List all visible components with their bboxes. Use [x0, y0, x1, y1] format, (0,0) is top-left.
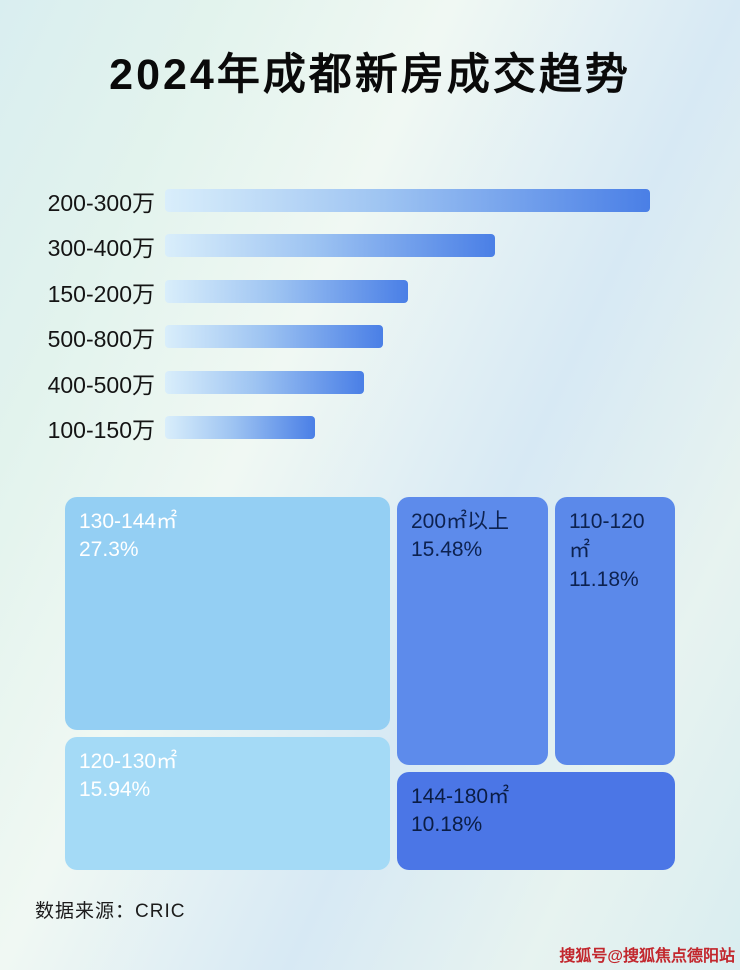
data-source-label: 数据来源：CRIC — [35, 901, 186, 922]
treemap-block-label: 144-180㎡ — [411, 785, 510, 808]
bar-row: 150-200万 — [0, 279, 408, 307]
treemap-block-130-144: 130-144㎡ 27.3% — [65, 497, 390, 730]
bar-category-label: 400-500万 — [47, 371, 155, 398]
bar — [165, 189, 650, 212]
treemap-chart: 130-144㎡ 27.3% 200㎡以上 15.48% 110-120㎡ 11… — [65, 497, 675, 870]
bar — [165, 416, 315, 439]
bar-category-label: 300-400万 — [47, 234, 155, 261]
treemap-block-value: 27.3% — [79, 538, 139, 562]
watermark-text: 搜狐号@搜狐焦点德阳站 — [559, 948, 735, 965]
treemap-block-value: 10.18% — [411, 813, 483, 837]
treemap-block-label: 110-120㎡ — [569, 510, 645, 563]
treemap-block-value: 15.94% — [79, 778, 151, 802]
treemap-block-110-120: 110-120㎡ 11.18% — [555, 497, 675, 765]
treemap-block-label: 120-130㎡ — [79, 750, 178, 773]
bar-row: 200-300万 — [0, 188, 650, 216]
treemap-block-value: 11.18% — [569, 567, 639, 591]
bar-category-label: 500-800万 — [47, 325, 155, 352]
treemap-block-200-plus: 200㎡以上 15.48% — [397, 497, 548, 765]
bar-row: 500-800万 — [0, 324, 383, 352]
bar-category-label: 200-300万 — [47, 189, 155, 216]
treemap-block-value: 15.48% — [411, 538, 483, 562]
treemap-block-120-130: 120-130㎡ 15.94% — [65, 737, 390, 870]
bar — [165, 371, 364, 394]
bar-category-label: 150-200万 — [47, 280, 155, 307]
treemap-block-label: 200㎡以上 — [411, 510, 510, 533]
bar-row: 400-500万 — [0, 370, 364, 398]
bar-chart: 200-300万 300-400万 150-200万 500-800万 400-500万… — [0, 188, 740, 453]
bar — [165, 325, 383, 348]
bar — [165, 234, 495, 257]
treemap-block-144-180: 144-180㎡ 10.18% — [397, 772, 675, 870]
page-title: 2024年成都新房成交趋势 — [109, 51, 631, 99]
bar-row: 300-400万 — [0, 233, 495, 261]
bar-row: 100-150万 — [0, 415, 315, 443]
bar — [165, 280, 408, 303]
bar-category-label: 100-150万 — [47, 416, 155, 443]
treemap-block-label: 130-144㎡ — [79, 510, 178, 533]
